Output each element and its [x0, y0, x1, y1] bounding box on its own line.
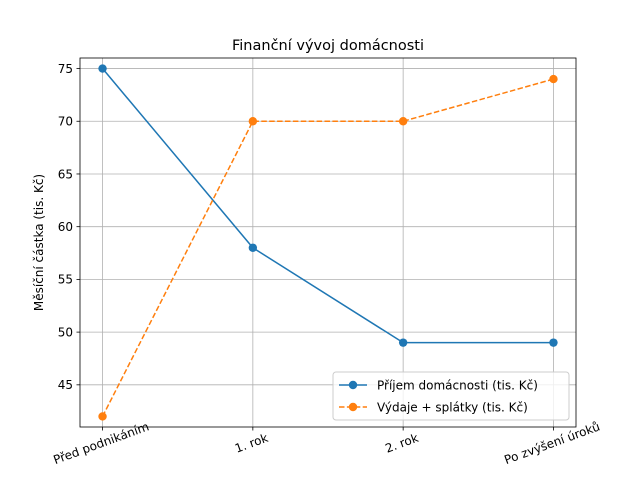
- y-tick-label: 55: [58, 273, 73, 287]
- y-tick-label: 65: [58, 167, 73, 181]
- y-tick-label: 45: [58, 378, 73, 392]
- legend-box: [332, 371, 570, 421]
- series-line: [101, 68, 554, 344]
- y-axis-ticks: 45 50 55 60 65 70 75: [58, 62, 80, 392]
- data-point: [398, 117, 408, 126]
- data-point: [549, 74, 558, 84]
- legend-label: Příjem domácnosti (tis. Kč): [377, 378, 538, 392]
- data-point: [98, 64, 107, 73]
- chart-title: Finanční vývoj domácnosti: [232, 38, 424, 54]
- data-point: [248, 243, 258, 252]
- legend-marker: [348, 402, 358, 412]
- legend: Příjem domácnosti (tis. Kč) Výdaje + splá…: [332, 371, 570, 421]
- y-tick-label: 70: [58, 115, 73, 129]
- data-point: [549, 338, 558, 347]
- y-axis-label: Měsíční částka (tis. Kč): [32, 174, 46, 311]
- data-point: [98, 412, 107, 421]
- y-tick-label: 50: [58, 325, 73, 339]
- series-line: [101, 78, 554, 417]
- y-tick-label: 60: [58, 220, 73, 234]
- legend-marker: [348, 380, 358, 390]
- y-tick-label: 75: [58, 62, 73, 76]
- legend-label: Výdaje + splátky (tis. Kč): [377, 400, 528, 414]
- plot-frame: [79, 57, 577, 428]
- data-point: [248, 117, 258, 126]
- data-point: [398, 338, 408, 347]
- series-layer: [98, 64, 558, 421]
